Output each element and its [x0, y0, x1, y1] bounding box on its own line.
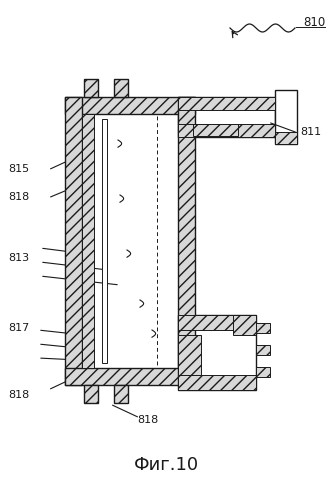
Bar [114, 385, 128, 403]
Text: 813: 813 [8, 253, 29, 263]
Bar [178, 375, 256, 390]
Bar [233, 315, 256, 335]
Bar [275, 90, 297, 144]
Bar [178, 97, 275, 137]
Text: 811: 811 [300, 127, 321, 137]
Bar [65, 368, 195, 385]
Text: 818: 818 [8, 390, 29, 400]
Bar [178, 315, 256, 390]
Bar [201, 335, 254, 375]
Bar [84, 385, 98, 403]
Bar [82, 114, 94, 368]
Bar [114, 79, 128, 97]
Bar [256, 345, 270, 355]
Bar [84, 79, 98, 97]
Bar [178, 315, 233, 330]
Text: 810: 810 [303, 15, 325, 28]
Bar [256, 367, 270, 377]
Bar [82, 114, 178, 368]
Bar [65, 97, 82, 385]
Bar [178, 124, 275, 137]
Text: 818: 818 [8, 192, 29, 202]
Text: 818: 818 [138, 415, 159, 425]
Text: Фиг.10: Фиг.10 [134, 456, 198, 474]
Text: 815: 815 [8, 164, 29, 174]
Bar [275, 132, 297, 144]
Bar [178, 97, 195, 385]
Bar [65, 97, 195, 114]
Text: 817: 817 [8, 323, 29, 333]
Bar [178, 97, 275, 110]
Bar [256, 323, 270, 333]
Bar [178, 335, 201, 375]
Bar [193, 124, 238, 136]
Bar [102, 119, 107, 363]
